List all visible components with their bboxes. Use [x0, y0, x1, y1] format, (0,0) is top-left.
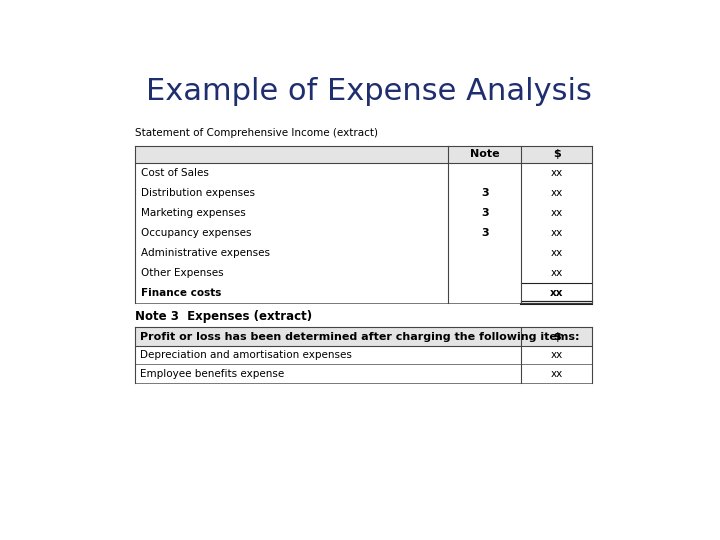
Bar — [135, 146, 593, 163]
Bar — [135, 327, 593, 346]
Text: xx: xx — [551, 268, 563, 278]
Text: 3: 3 — [481, 208, 489, 218]
Text: xx: xx — [551, 167, 563, 178]
Text: Cost of Sales: Cost of Sales — [141, 167, 209, 178]
Text: $: $ — [553, 149, 561, 159]
Text: Note 3  Expenses (extract): Note 3 Expenses (extract) — [135, 310, 312, 323]
Text: Marketing expenses: Marketing expenses — [141, 208, 246, 218]
Text: Profit or loss has been determined after charging the following items:: Profit or loss has been determined after… — [140, 332, 579, 342]
Text: Administrative expenses: Administrative expenses — [141, 248, 270, 258]
Text: Employee benefits expense: Employee benefits expense — [140, 369, 284, 379]
Text: Finance costs: Finance costs — [141, 288, 222, 298]
Text: xx: xx — [550, 288, 564, 298]
Text: $: $ — [553, 332, 561, 342]
Text: Note: Note — [470, 149, 500, 159]
Text: Example of Expense Analysis: Example of Expense Analysis — [146, 77, 592, 106]
Text: xx: xx — [551, 208, 563, 218]
Text: Other Expenses: Other Expenses — [141, 268, 224, 278]
Text: Occupancy expenses: Occupancy expenses — [141, 228, 252, 238]
Text: xx: xx — [551, 248, 563, 258]
Text: Depreciation and amortisation expenses: Depreciation and amortisation expenses — [140, 350, 351, 360]
Text: Distribution expenses: Distribution expenses — [141, 187, 255, 198]
Text: 3: 3 — [481, 228, 489, 238]
Text: xx: xx — [551, 187, 563, 198]
Text: 3: 3 — [481, 187, 489, 198]
Text: xx: xx — [551, 228, 563, 238]
Text: Statement of Comprehensive Income (extract): Statement of Comprehensive Income (extra… — [135, 127, 378, 138]
Text: xx: xx — [551, 350, 563, 360]
Text: xx: xx — [551, 369, 563, 379]
